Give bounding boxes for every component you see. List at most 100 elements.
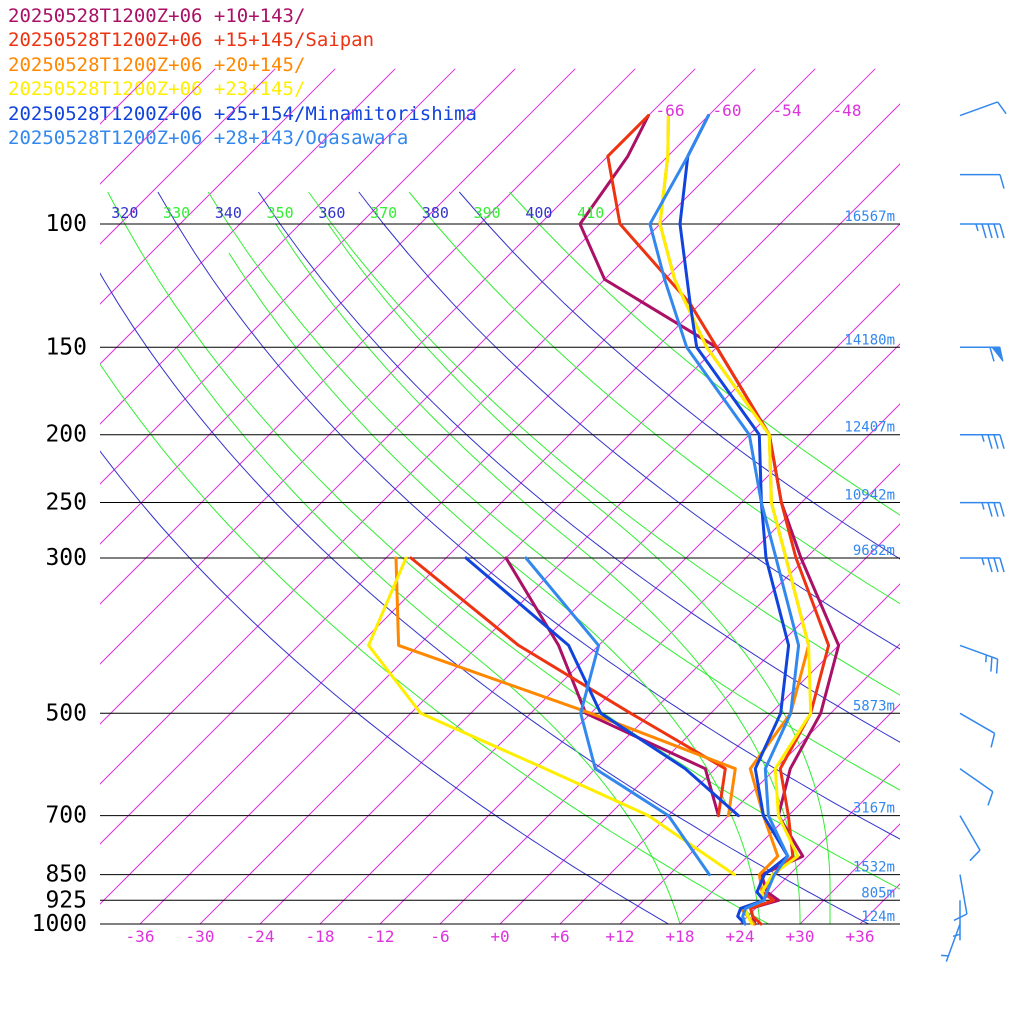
pressure-tick-label: 925	[45, 887, 87, 913]
wind-barb	[959, 815, 981, 862]
wind-barb-feather	[993, 502, 999, 517]
axis-labels: 100 16567m 150 14180m 200 12407m 250 10942m 300 9…	[32, 101, 895, 946]
wind-barb-staff	[959, 815, 981, 851]
dewpoint-profile-line	[504, 556, 720, 818]
wind-barb-staff	[959, 874, 968, 915]
wind-barb-feather	[990, 656, 993, 672]
isotherm-line	[679, 703, 900, 924]
moist-adiabat-line	[327, 223, 831, 924]
isotherm-line	[559, 583, 900, 924]
legend-entry: 20250528T1200Z+06 +10+143/	[8, 5, 306, 27]
wind-barb-feather	[987, 434, 993, 449]
height-label: 5873m	[853, 698, 895, 714]
pressure-tick-label: 850	[45, 862, 87, 888]
height-label: 10942m	[844, 488, 895, 504]
isotherm-line	[379, 403, 900, 924]
wind-barb-half-feather	[981, 434, 985, 442]
temperature-tick-label: +6	[550, 927, 569, 946]
wind-barb-feather	[987, 557, 993, 573]
wind-barb-feather	[993, 223, 999, 239]
wind-barb-feather	[999, 502, 1005, 517]
height-label: 124m	[861, 909, 895, 925]
isotherm-line	[100, 68, 696, 665]
dry-adiabat-line	[509, 191, 900, 516]
temperature-tick-label: +12	[606, 927, 635, 946]
legend-entry: 20250528T1200Z+06 +28+143/Ogasawara	[8, 127, 409, 150]
pressure-tick-label: 100	[45, 211, 87, 237]
wind-barb	[960, 173, 1005, 189]
pressure-tick-label: 300	[45, 545, 87, 571]
temperature-tick-label: -30	[186, 927, 215, 946]
wind-barb-staff	[959, 768, 994, 793]
sounding-series	[367, 114, 841, 926]
isotherm-top-label: -66	[656, 101, 685, 120]
wind-barb-feather	[993, 557, 999, 573]
wind-barb-feather	[999, 557, 1005, 573]
wind-barb-feather	[981, 223, 987, 239]
theta-label: 370	[370, 204, 397, 222]
isotherm-top-label: -60	[713, 101, 742, 120]
wind-barb-feather	[996, 101, 1007, 115]
height-label: 3167m	[853, 801, 895, 817]
wind-barb-half-feather	[975, 223, 979, 232]
theta-label: 330	[163, 204, 190, 222]
isotherm-line	[499, 523, 900, 924]
wind-barb-staff	[959, 644, 998, 660]
isotherm-line	[100, 68, 336, 305]
theta-label: 410	[577, 204, 604, 222]
isotherm-top-label: -48	[833, 101, 862, 120]
temperature-tick-label: +24	[726, 927, 755, 946]
wind-barb-feather	[987, 223, 993, 239]
wind-barb-feather	[993, 434, 999, 449]
wind-barb	[960, 557, 1005, 573]
height-label: 16567m	[844, 209, 895, 225]
temperature-profile-line	[648, 114, 801, 926]
wind-barb	[960, 433, 1005, 449]
theta-label: 390	[474, 204, 501, 222]
isotherm-line	[100, 68, 876, 845]
isotherm-line	[100, 68, 456, 425]
wind-barb	[959, 712, 996, 748]
isotherm-line	[439, 463, 900, 924]
wind-barb	[959, 644, 999, 674]
dewpoint-profile-line	[394, 556, 737, 818]
isotherm-line	[100, 68, 816, 785]
chart-legend: 20250528T1200Z+06 +10+143/20250528T1200Z…	[8, 4, 477, 150]
dry-adiabat-line	[100, 272, 870, 924]
temperature-tick-label: -6	[430, 927, 449, 946]
wind-barb-pennant	[990, 346, 1004, 362]
isotherm-line	[100, 103, 900, 905]
temperature-tick-label: -12	[366, 927, 395, 946]
wind-barb	[941, 923, 961, 962]
theta-label: 400	[525, 204, 552, 222]
theta-label: 320	[111, 204, 138, 222]
wind-barb	[960, 223, 1005, 239]
temperature-tick-label: +30	[786, 927, 815, 946]
dewpoint-profile-line	[524, 556, 711, 877]
isotherm-line	[259, 283, 900, 924]
isotherm-line	[799, 823, 900, 924]
wind-barb-staff	[959, 101, 998, 117]
dry-adiabat-line	[100, 363, 770, 924]
wind-barb-feather	[989, 347, 995, 362]
isotherm-line	[619, 643, 900, 924]
dry-adiabat-line	[100, 450, 670, 924]
temperature-tick-label: -24	[246, 927, 275, 946]
temperature-tick-label: +18	[666, 927, 695, 946]
legend-entry: 20250528T1200Z+06 +25+154/Minamitorishim…	[8, 102, 477, 125]
wind-barb-staff	[959, 712, 995, 734]
moist-adiabat-line	[176, 347, 681, 924]
dewpoint-profile-line	[409, 556, 727, 818]
legend-entry: 20250528T1200Z+06 +15+145/Saipan	[8, 29, 375, 52]
dry-adiabat-line	[458, 191, 900, 560]
wind-barb-feather	[969, 849, 981, 862]
isotherm-line	[319, 343, 900, 924]
wind-barb-half-feather	[981, 557, 985, 566]
isotherm-top-label: -54	[773, 101, 802, 120]
wind-barb	[959, 101, 1007, 117]
wind-barb-feather	[987, 502, 993, 517]
temperature-tick-label: +36	[846, 927, 875, 946]
wind-barb	[959, 768, 994, 806]
dry-adiabat-line	[358, 191, 900, 650]
theta-label: 380	[422, 204, 449, 222]
